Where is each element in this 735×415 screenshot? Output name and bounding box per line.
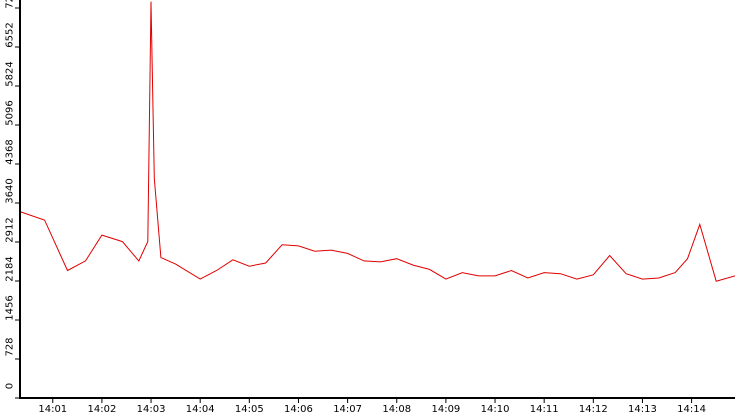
y-tick-label: 5096 <box>5 100 16 125</box>
y-axis-ticks: 0 728 1456 2184 2912 3640 4368 5096 5824 6552 7280 <box>5 0 20 399</box>
x-tick-label: 14:07 <box>333 404 362 415</box>
x-tick-label: 14:08 <box>382 404 411 415</box>
series-line <box>19 1 735 282</box>
x-tick-label: 14:06 <box>284 404 313 415</box>
y-tick-label: 4368 <box>5 139 16 164</box>
x-tick-label: 14:05 <box>235 404 264 415</box>
y-tick-label: 7280 <box>5 0 16 9</box>
y-tick-label: 1456 <box>5 295 16 320</box>
y-tick-label: 3640 <box>5 178 16 203</box>
y-tick-label: 6552 <box>5 22 16 47</box>
x-tick-label: 14:04 <box>186 404 215 415</box>
x-tick-label: 14:02 <box>87 404 116 415</box>
x-tick-label: 14:12 <box>579 404 608 415</box>
x-tick-label: 14:11 <box>530 404 559 415</box>
y-tick-label: 5824 <box>5 61 16 86</box>
y-tick-label: 2184 <box>5 256 16 281</box>
x-tick-label: 14:14 <box>677 404 706 415</box>
x-tick-label: 14:13 <box>628 404 657 415</box>
y-tick-label: 2912 <box>5 217 16 242</box>
x-tick-label: 14:10 <box>481 404 510 415</box>
x-tick-label: 14:09 <box>431 404 460 415</box>
x-tick-label: 14:01 <box>38 404 67 415</box>
x-tick-label: 14:03 <box>137 404 166 415</box>
y-tick-label: 728 <box>5 337 16 356</box>
y-tick-label: 0 <box>5 383 16 389</box>
